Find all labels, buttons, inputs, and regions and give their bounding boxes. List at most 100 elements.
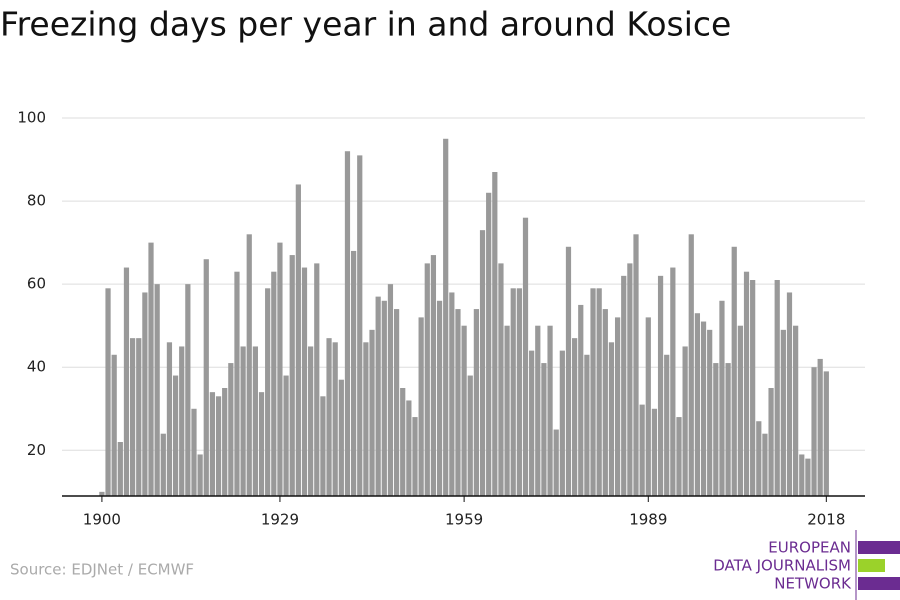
bar [811, 367, 817, 496]
y-tick-label: 100 [17, 109, 46, 127]
bar [479, 230, 486, 496]
bar [707, 329, 713, 496]
bar [258, 392, 265, 496]
bar [547, 325, 553, 496]
bar [621, 275, 627, 496]
bar [529, 350, 535, 496]
bar [522, 217, 529, 496]
bar [277, 242, 283, 496]
bar [645, 317, 651, 496]
bar [799, 454, 805, 496]
logo-bar [858, 559, 885, 572]
bar [357, 155, 363, 496]
bar [467, 375, 473, 496]
bar [289, 255, 295, 496]
bar [369, 329, 375, 496]
bar [608, 342, 615, 496]
bar [743, 271, 750, 496]
x-tick-label: 1900 [83, 511, 121, 529]
x-tick-label: 1959 [445, 511, 483, 529]
bar [443, 138, 449, 496]
bar [387, 284, 394, 496]
bar [614, 317, 621, 496]
bar [338, 379, 344, 496]
bar [197, 454, 203, 496]
x-tick-label: 1989 [629, 511, 667, 529]
bar [756, 421, 762, 496]
bar [670, 267, 676, 496]
bar [246, 234, 252, 497]
bar [148, 242, 154, 496]
bar [664, 354, 670, 496]
bar [363, 342, 369, 496]
bar [700, 321, 707, 496]
bar [203, 259, 209, 496]
bar [504, 325, 510, 496]
bar [265, 288, 271, 496]
bar [142, 292, 148, 496]
bar [136, 338, 142, 496]
bar [455, 309, 461, 496]
bar [572, 338, 578, 496]
bar [719, 300, 725, 496]
bar [596, 288, 602, 496]
bar [160, 433, 166, 496]
bar [295, 184, 301, 496]
bar [633, 234, 639, 497]
bar [283, 375, 289, 496]
bar [516, 288, 522, 496]
bar [762, 433, 768, 496]
bar [215, 396, 222, 496]
bar [320, 396, 326, 496]
bar [657, 275, 664, 496]
bar [823, 371, 829, 496]
bar [209, 392, 216, 496]
bar [393, 309, 400, 496]
bar [234, 271, 240, 496]
x-tick-label: 1929 [261, 511, 299, 529]
bar [639, 404, 645, 496]
bar [651, 408, 658, 496]
y-tick-label: 40 [27, 358, 46, 376]
bar [240, 346, 246, 496]
bar [768, 388, 774, 496]
bar [541, 363, 547, 496]
bar [406, 400, 412, 496]
bar [535, 325, 541, 496]
bar [578, 304, 584, 496]
bar [166, 342, 173, 496]
bar [805, 458, 811, 496]
bar [222, 388, 228, 496]
bar [418, 317, 424, 496]
bar [172, 375, 179, 496]
bar [99, 491, 105, 496]
bar [400, 388, 406, 496]
bar [344, 151, 351, 496]
bar [326, 338, 332, 496]
y-tick-label: 20 [27, 441, 46, 459]
bar [793, 325, 799, 496]
chart-title: Freezing days per year in and around Kos… [0, 5, 731, 44]
bar [473, 309, 480, 496]
bar [449, 292, 455, 496]
bar [252, 346, 258, 496]
bar [559, 350, 565, 496]
bar [129, 338, 136, 496]
bar [774, 280, 780, 496]
bar [750, 280, 756, 496]
bar [301, 267, 308, 496]
logo-text: DATA JOURNALISM [713, 557, 851, 575]
bar [565, 246, 572, 496]
bar [375, 296, 381, 496]
bar [486, 192, 492, 496]
y-tick-label: 80 [27, 192, 46, 210]
bar [713, 363, 719, 496]
bar [725, 363, 731, 496]
bar [111, 354, 117, 496]
bar [510, 288, 516, 496]
bar [602, 309, 608, 496]
bar [553, 429, 559, 496]
bar [694, 313, 701, 496]
